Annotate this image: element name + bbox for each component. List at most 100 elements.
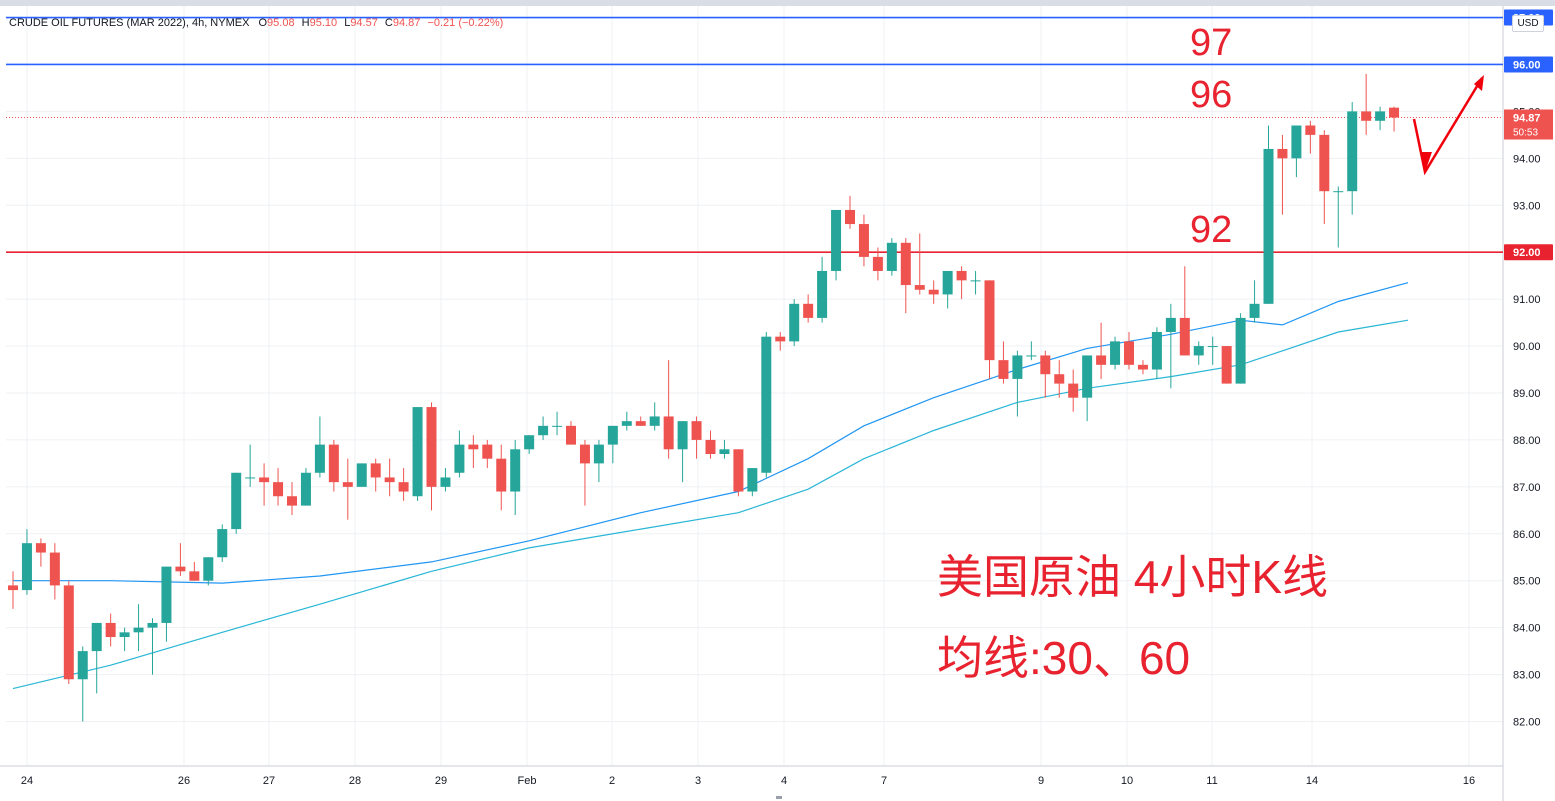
candle-body bbox=[1319, 134, 1330, 192]
x-tick-label: 3 bbox=[695, 775, 701, 787]
low-label: L bbox=[344, 17, 351, 29]
candle-body bbox=[761, 336, 772, 473]
x-tick-label: 29 bbox=[435, 775, 447, 787]
bar-countdown: 50:53 bbox=[1513, 128, 1538, 139]
candle-body bbox=[119, 632, 130, 638]
candle-body bbox=[984, 280, 995, 361]
candle-body bbox=[649, 416, 660, 426]
change-value: −0.21 (−0.22%) bbox=[427, 17, 504, 29]
x-tick-label: Feb bbox=[518, 775, 537, 787]
candle-body bbox=[928, 289, 939, 295]
candle-body bbox=[147, 622, 158, 628]
candle-body bbox=[496, 458, 507, 492]
last-price-tag: 94.87 bbox=[1513, 113, 1541, 125]
x-tick-label: 9 bbox=[1038, 775, 1044, 787]
candle-body bbox=[663, 416, 674, 450]
candle-body bbox=[1207, 346, 1218, 348]
currency-badge[interactable]: USD bbox=[1512, 15, 1544, 32]
candle-body bbox=[621, 421, 632, 426]
candle-body bbox=[175, 566, 186, 572]
candle-body bbox=[900, 242, 911, 286]
candle-body bbox=[998, 360, 1009, 379]
candle-body bbox=[691, 421, 702, 440]
candle-body bbox=[231, 472, 242, 530]
symbol-title: CRUDE OIL FUTURES (MAR 2022), 4h, NYMEX bbox=[9, 17, 250, 29]
candle-body bbox=[1347, 111, 1358, 192]
x-tick-label: 11 bbox=[1206, 775, 1217, 787]
candle-body bbox=[63, 585, 74, 680]
candle-body bbox=[203, 557, 214, 581]
candle-body bbox=[1375, 111, 1386, 121]
price-tag-92: 92.00 bbox=[1513, 247, 1541, 259]
candle-body bbox=[1389, 107, 1400, 118]
annotation-92: 92 bbox=[1190, 209, 1233, 251]
close-value: 94.87 bbox=[392, 17, 421, 29]
candle-body bbox=[314, 444, 325, 473]
candle-body bbox=[21, 543, 32, 591]
candle-body bbox=[1235, 317, 1246, 384]
candle-body bbox=[970, 280, 981, 282]
candle-body bbox=[566, 425, 576, 445]
candle-body bbox=[677, 421, 688, 450]
candle-body bbox=[328, 444, 339, 483]
candle-body bbox=[1333, 191, 1344, 193]
candle-body bbox=[1054, 374, 1065, 384]
candle-body bbox=[705, 439, 716, 454]
candle-body bbox=[635, 421, 646, 426]
x-tick-label: 27 bbox=[263, 775, 275, 787]
candle-body bbox=[524, 435, 535, 450]
y-tick-label: 86.00 bbox=[1513, 529, 1541, 541]
candle-body bbox=[1026, 355, 1037, 357]
candle-body bbox=[217, 529, 228, 558]
candle-body bbox=[719, 449, 730, 454]
candle-body bbox=[105, 622, 116, 638]
window-top-border bbox=[0, 0, 1555, 6]
candle-body bbox=[1263, 148, 1274, 304]
open-value: 95.08 bbox=[267, 17, 295, 29]
candle-body bbox=[245, 477, 256, 479]
candle-body bbox=[775, 336, 786, 342]
y-tick-label: 89.00 bbox=[1513, 388, 1541, 400]
candle-body bbox=[77, 651, 88, 680]
candle-body bbox=[510, 449, 521, 492]
x-tick-label: 24 bbox=[21, 775, 33, 787]
close-label: C bbox=[384, 17, 393, 29]
candle-body bbox=[1305, 125, 1316, 135]
x-tick-label: 10 bbox=[1121, 775, 1133, 787]
candle-body bbox=[831, 209, 842, 271]
low-value: 94.57 bbox=[350, 17, 378, 29]
price-tag-96: 96.00 bbox=[1513, 59, 1541, 71]
candle-body bbox=[468, 444, 479, 450]
candle-body bbox=[287, 496, 297, 506]
annotation-96: 96 bbox=[1190, 74, 1233, 116]
last-price-tag-bg bbox=[1504, 109, 1553, 140]
ma60-line bbox=[12, 319, 1409, 690]
candle-body bbox=[440, 477, 451, 487]
candle-body bbox=[273, 482, 284, 497]
candle-body bbox=[161, 566, 172, 623]
candle-body bbox=[259, 477, 270, 483]
candle-body bbox=[1179, 317, 1190, 356]
annotation-title: 美国原油 4小时K线 bbox=[937, 551, 1329, 603]
candle-body bbox=[1110, 341, 1121, 365]
candle-body bbox=[1151, 331, 1162, 370]
candle-body bbox=[8, 585, 18, 591]
price-tag-96-bg bbox=[1504, 56, 1553, 73]
candle-body bbox=[942, 270, 953, 295]
candle-body bbox=[384, 477, 395, 483]
high-value: 95.10 bbox=[309, 17, 338, 29]
candle-body bbox=[845, 209, 855, 225]
candle-body bbox=[552, 425, 563, 427]
candle-body bbox=[858, 224, 869, 257]
candle-body bbox=[189, 571, 200, 581]
x-tick-label: 14 bbox=[1306, 775, 1318, 787]
candle-body bbox=[1291, 125, 1302, 159]
x-tick-label: 16 bbox=[1463, 775, 1475, 787]
y-tick-label: 91.00 bbox=[1513, 294, 1541, 306]
y-tick-label: 84.00 bbox=[1513, 623, 1541, 635]
candle-body bbox=[356, 463, 367, 487]
y-tick-label: 94.00 bbox=[1513, 153, 1541, 165]
candle-body bbox=[1221, 346, 1232, 384]
y-tick-label: 85.00 bbox=[1513, 576, 1541, 588]
